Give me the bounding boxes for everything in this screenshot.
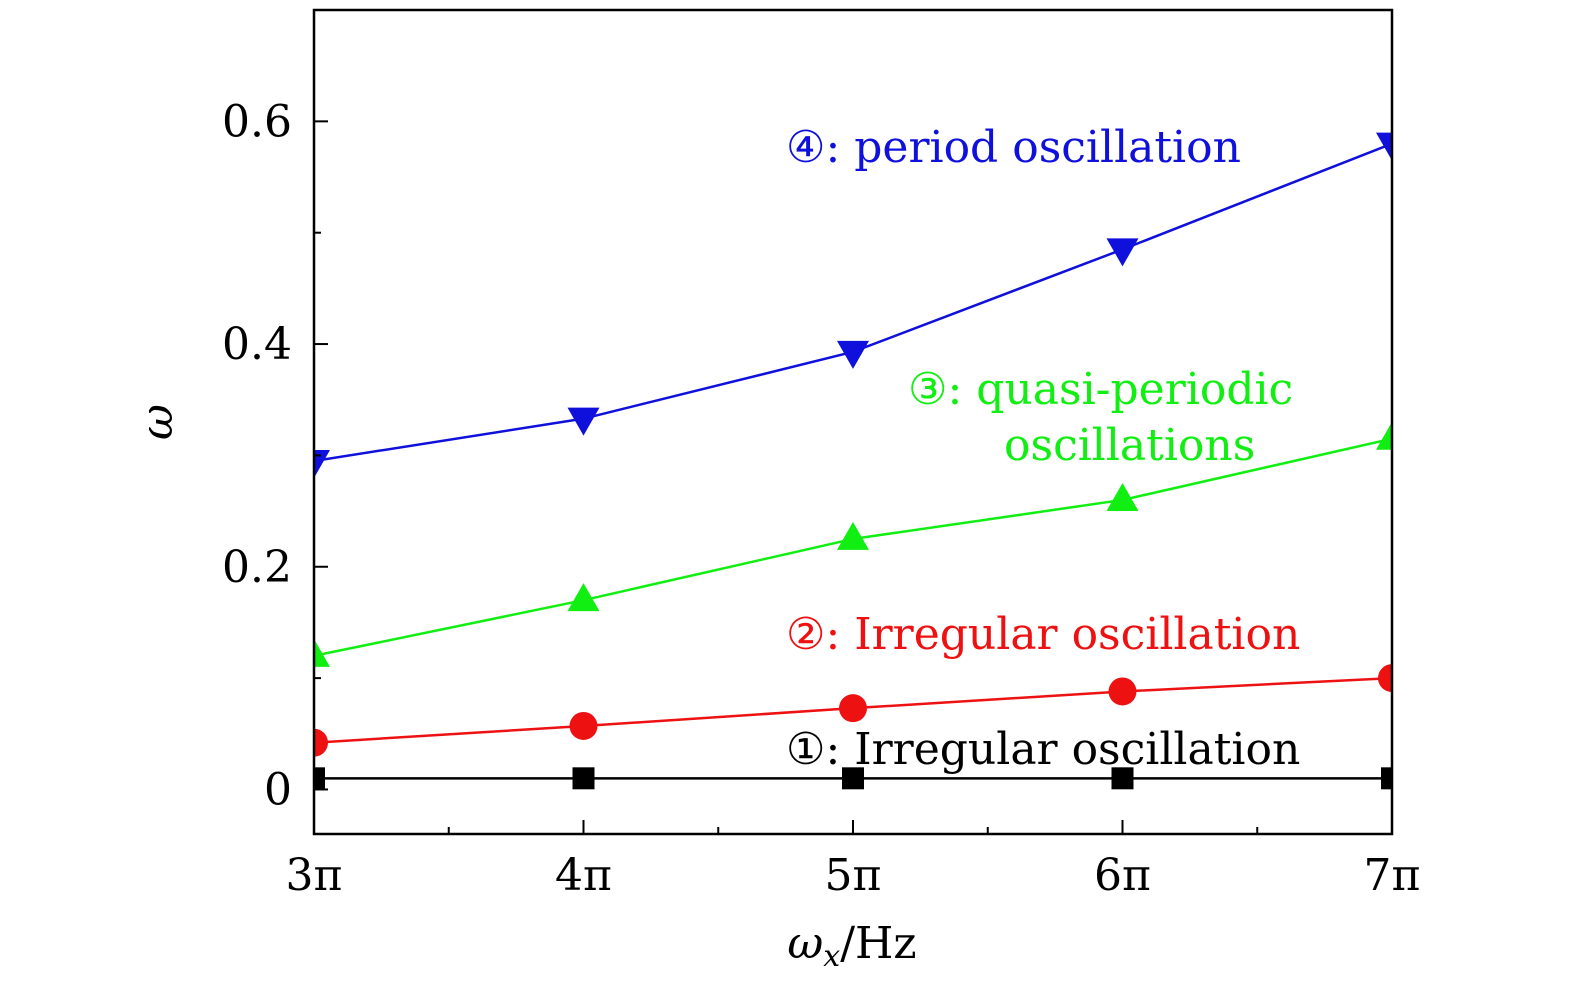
series-3-point xyxy=(837,521,869,550)
series-4-point xyxy=(1376,132,1392,161)
x-tick-label: 3π xyxy=(286,850,343,901)
x-axis-title-unit: /Hz xyxy=(840,918,916,969)
series-2-point xyxy=(314,728,328,757)
annotation-series-3-line-1: ③: quasi-periodic xyxy=(908,364,1293,415)
x-tick-label: 4π xyxy=(555,850,612,901)
y-tick-label: 0 xyxy=(264,764,292,815)
series-1-point xyxy=(572,767,595,790)
series-1-point xyxy=(842,767,864,790)
series-layer xyxy=(314,132,1392,790)
y-axis-title: ω xyxy=(132,404,183,440)
series-2-point xyxy=(839,694,867,723)
series-1-point xyxy=(314,767,325,790)
series-4-point xyxy=(314,449,330,478)
x-axis-title: ωx/Hz xyxy=(787,918,916,974)
series-4-point xyxy=(1106,238,1139,267)
y-tick-label: 0.2 xyxy=(222,542,292,593)
series-group xyxy=(314,132,1392,790)
x-tick-label: 7π xyxy=(1364,850,1421,901)
series-3-point xyxy=(314,638,330,667)
y-tick-label: 0.6 xyxy=(222,96,292,147)
x-tick-label: 5π xyxy=(825,850,882,901)
annotation-series-4: ④: period oscillation xyxy=(786,122,1241,173)
series-4-point xyxy=(837,340,869,369)
series-3-point xyxy=(1106,482,1139,511)
series-1-point xyxy=(1111,767,1134,790)
annotation-series-3-line-2: oscillations xyxy=(1004,420,1255,471)
ticks-layer: 3π 4π 5π 6π 7π 0 0.2 0.4 0.6 xyxy=(222,96,1420,901)
annotation-series-2: ②: Irregular oscillation xyxy=(786,609,1300,660)
annotation-series-1: ①: Irregular oscillation xyxy=(786,724,1300,775)
series-2-point xyxy=(1378,664,1392,693)
series-3-point xyxy=(1376,421,1392,450)
series-3-point xyxy=(567,583,600,612)
series-2-point xyxy=(1108,677,1137,706)
x-tick-label: 6π xyxy=(1094,850,1151,901)
series-1-point xyxy=(1381,767,1392,790)
x-axis-title-sub: x xyxy=(823,939,840,974)
x-axis-title-main: ω xyxy=(787,918,823,969)
y-tick-label: 0.4 xyxy=(222,319,292,370)
series-4-point xyxy=(567,407,600,436)
series-2-point xyxy=(569,711,598,740)
